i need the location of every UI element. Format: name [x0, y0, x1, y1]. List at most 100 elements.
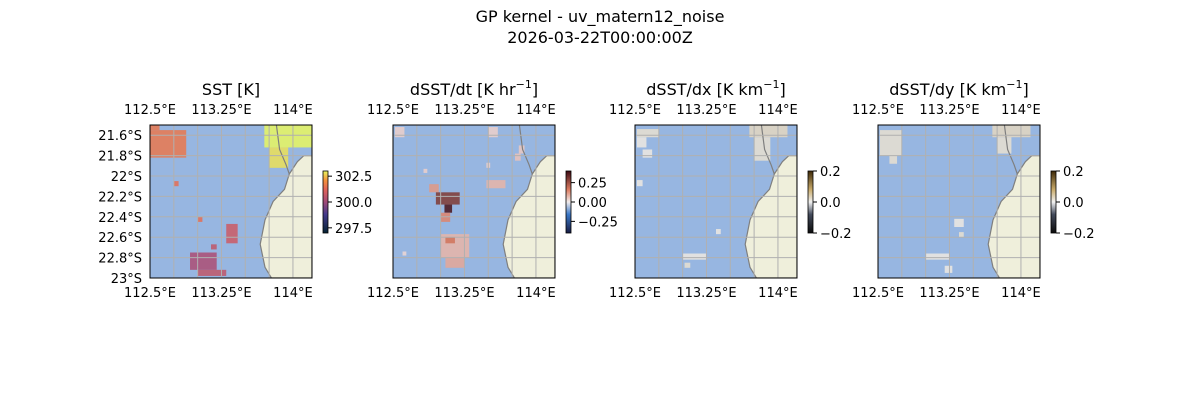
lon-tick-label-top: 114°E: [516, 103, 556, 118]
panel-title-main: SST [K]: [202, 80, 260, 99]
data-cell: [197, 216, 203, 222]
panel-title-exponent: −1: [516, 78, 532, 91]
data-cell: [684, 262, 691, 268]
coastline: [275, 125, 290, 175]
data-cell: [394, 127, 405, 138]
map-panel-1: SST [K] 112.5°E 112.5°E 113.25°E 113.25°E 114…: [98, 80, 372, 301]
data-cell: [636, 180, 643, 187]
lon-tick-label-top: 112.5°E: [367, 103, 419, 118]
lon-tick-label-bottom: 113.25°E: [676, 286, 736, 301]
lon-tick-label-top: 112.5°E: [609, 103, 661, 118]
lon-tick-label-bottom: 114°E: [516, 286, 556, 301]
data-cell: [444, 204, 453, 213]
lon-tick-label-top: 112.5°E: [852, 103, 904, 118]
panel-title-main: dSST/dt [K hr: [410, 80, 516, 99]
lon-tick-label-top: 114°E: [273, 103, 313, 118]
map-frame: [392, 124, 556, 279]
colorbar: [322, 170, 329, 234]
lon-tick-label-bottom: 114°E: [1001, 286, 1041, 301]
lon-tick-label-bottom: 113.25°E: [434, 286, 494, 301]
data-cell: [925, 253, 950, 260]
panel-title: SST [K]: [202, 80, 260, 99]
colorbar-tick-label: 0.0: [1063, 196, 1084, 211]
coastline: [1003, 125, 1018, 175]
data-cell: [486, 180, 506, 189]
data-cell: [959, 232, 964, 238]
figure-subtitle: 2026-03-22T00:00:00Z: [507, 28, 693, 47]
panel-title-tail: ]: [1022, 80, 1028, 99]
colorbar-tick-label: −0.25: [578, 215, 618, 230]
lat-tick-label: 22.6°S: [98, 231, 142, 246]
panel-title-main: dSST/dx [K km: [646, 80, 763, 99]
data-cell: [879, 130, 902, 156]
data-cell: [150, 130, 187, 158]
colorbar-tick-label: 0.25: [578, 177, 607, 192]
data-cell: [435, 192, 460, 205]
panel-title-main: dSST/dy [K km: [889, 80, 1006, 99]
panel-title-tail: ]: [779, 80, 785, 99]
colorbar-tick-label: 297.5: [335, 222, 372, 237]
data-cell: [445, 257, 465, 268]
lat-tick-label: 22°S: [111, 170, 142, 185]
lat-tick-label: 23°S: [111, 272, 142, 287]
lat-tick-label: 22.4°S: [98, 211, 142, 226]
lon-tick-label-top: 114°E: [758, 103, 798, 118]
lon-tick-label-bottom: 112.5°E: [367, 286, 419, 301]
lat-tick-label: 22.8°S: [98, 252, 142, 267]
lon-tick-label-bottom: 114°E: [758, 286, 798, 301]
map-frame: [149, 124, 313, 279]
lon-tick-label-bottom: 112.5°E: [124, 286, 176, 301]
data-cell: [173, 181, 179, 187]
data-cell: [445, 237, 455, 244]
data-cell: [429, 184, 439, 193]
lon-tick-label-top: 113.25°E: [676, 103, 736, 118]
data-cell: [150, 125, 160, 131]
lon-tick-label-bottom: 114°E: [273, 286, 313, 301]
colorbar-tick-label: 0.00: [578, 196, 607, 211]
colorbar-tick-label: −0.2: [1063, 227, 1095, 242]
data-cell: [210, 244, 217, 250]
data-cell: [440, 212, 451, 222]
panel-title: dSST/dy [K km−1]: [889, 78, 1028, 99]
lon-tick-label-top: 114°E: [1001, 103, 1041, 118]
lon-tick-label-bottom: 112.5°E: [609, 286, 661, 301]
colorbar: [1050, 170, 1057, 234]
data-cell: [514, 153, 521, 161]
lat-tick-label: 22.2°S: [98, 190, 142, 205]
figure-title: GP kernel - uv_matern12_noise: [476, 7, 725, 27]
map-panel-3: dSST/dx [K km−1] 112.5°E 112.5°E 113.25°E 11…: [609, 78, 852, 301]
colorbar-tick-label: 0.2: [820, 165, 841, 180]
colorbar: [565, 170, 572, 234]
data-cell: [488, 127, 498, 138]
data-cell: [197, 269, 227, 276]
colorbar: [807, 170, 814, 234]
lon-tick-label-bottom: 113.25°E: [919, 286, 979, 301]
map-panel-2: dSST/dt [K hr−1] 112.5°E 112.5°E 113.25°E 11…: [367, 78, 618, 301]
panel-title: dSST/dt [K hr−1]: [410, 78, 538, 99]
map-frame: [634, 124, 798, 279]
data-cell: [997, 137, 1012, 154]
data-cell: [264, 125, 312, 148]
data-cell: [190, 252, 217, 270]
lon-tick-label-bottom: 112.5°E: [852, 286, 904, 301]
panels: SST [K] 112.5°E 112.5°E 113.25°E 113.25°E 114…: [98, 78, 1094, 301]
data-cell: [954, 218, 964, 227]
colorbar-tick-label: 302.5: [335, 170, 372, 185]
map-panel-4: dSST/dy [K km−1] 112.5°E 112.5°E 113.25°E 11…: [852, 78, 1095, 301]
panel-title-exponent: −1: [763, 78, 779, 91]
data-cell: [682, 253, 707, 260]
colorbar-tick-label: 0.0: [820, 196, 841, 211]
colorbar-tick-label: 300.0: [335, 196, 372, 211]
lon-tick-label-top: 113.25°E: [434, 103, 494, 118]
data-cell: [636, 129, 659, 138]
data-cell: [889, 155, 898, 164]
panel-title-tail: ]: [532, 80, 538, 99]
panel-title: dSST/dx [K km−1]: [646, 78, 785, 99]
data-cell: [518, 145, 525, 154]
lon-tick-label-top: 113.25°E: [919, 103, 979, 118]
lon-tick-label-bottom: 113.25°E: [191, 286, 251, 301]
data-cell: [944, 265, 953, 273]
data-cell: [269, 147, 289, 168]
coastline: [518, 125, 533, 175]
